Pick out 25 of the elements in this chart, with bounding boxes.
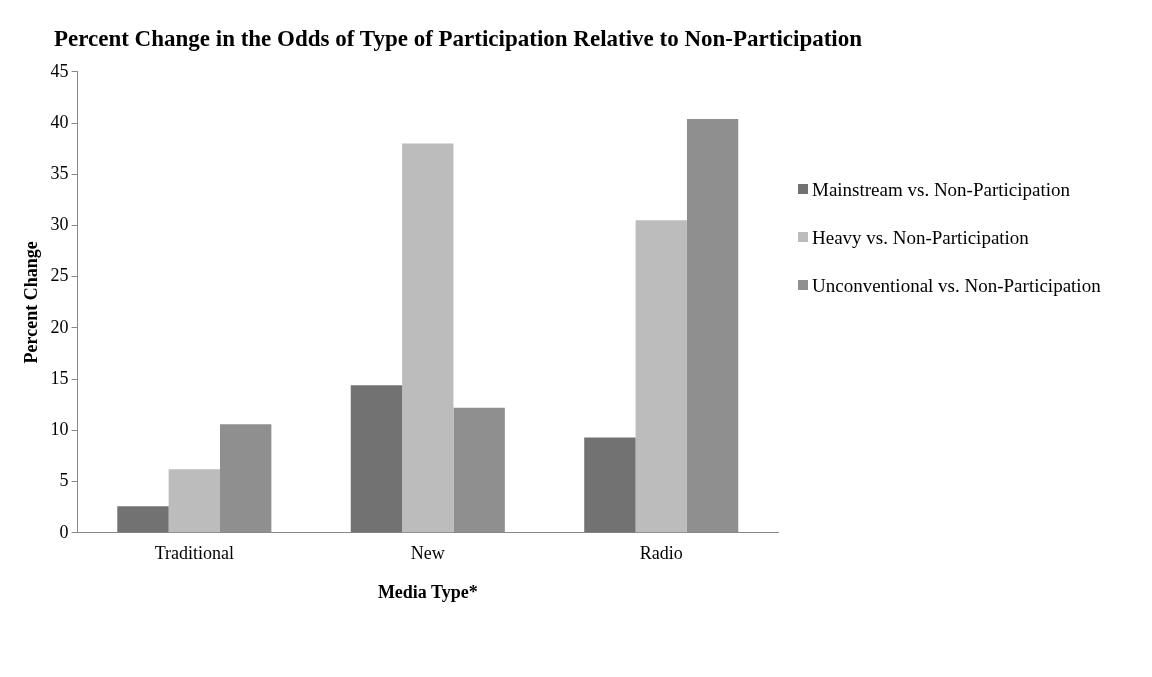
legend-label: Mainstream vs. Non-Participation (812, 178, 1071, 202)
x-tick-label: Traditional (154, 543, 235, 564)
legend-label: Heavy vs. Non-Participation (812, 226, 1029, 250)
bar (117, 506, 169, 533)
x-tick-label: Radio (639, 543, 683, 564)
y-tick-label: 15 (50, 367, 69, 388)
chart-title: Percent Change in the Odds of Type of Participation Relative to Non-Participation (52, 25, 864, 53)
y-tick-label: 0 (59, 521, 69, 542)
legend-label: Unconventional vs. Non-Participation (812, 274, 1101, 298)
x-axis-title: Media Type* (377, 581, 478, 602)
y-tick-label: 35 (50, 162, 69, 183)
y-tick-label: 40 (50, 111, 69, 132)
y-tick-label: 45 (50, 60, 69, 81)
y-tick-label: 25 (50, 265, 69, 286)
bar (635, 220, 687, 533)
y-tick-label: 5 (59, 470, 69, 491)
y-tick-label: 30 (50, 214, 69, 235)
bar (402, 143, 454, 533)
x-tick-label: New (410, 543, 445, 564)
bar (168, 469, 221, 533)
bar (350, 385, 403, 533)
y-axis-title: Percent Change (21, 241, 42, 364)
y-tick-label: 20 (50, 316, 69, 337)
y-tick-label: 10 (50, 419, 69, 440)
bar (584, 437, 636, 533)
